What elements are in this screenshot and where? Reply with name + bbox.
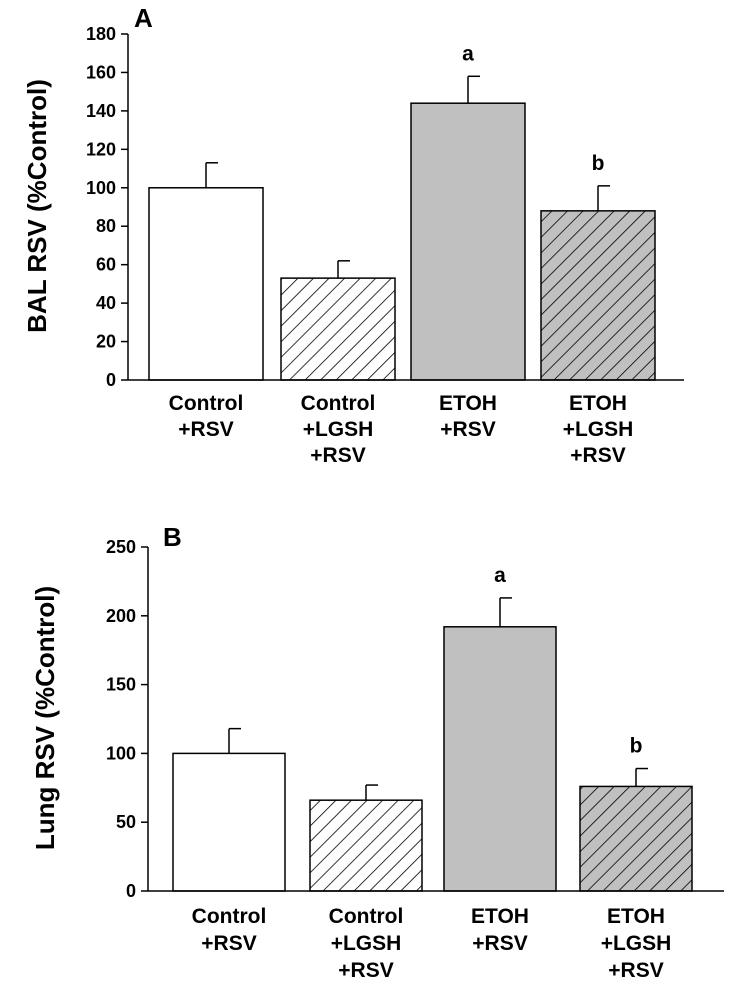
bar-1 [172,752,286,892]
x-tick-label: +LGSH [331,932,402,955]
y-tick-label: 0 [106,370,116,390]
y-tick-label: 180 [86,24,116,44]
x-tick-label: +RSV [201,932,256,955]
x-tick-label: Control [169,392,244,415]
x-tick-labels: Control +RSV Control +LGSH +RSV ETOH +RSV ETOH +… [169,392,634,467]
x-tick-label: +RSV [310,444,365,467]
y-tick-label: 0 [126,881,136,901]
x-tick-label: Control [301,392,376,415]
y-tick-label: 100 [106,743,136,763]
x-tick-label: +RSV [440,418,495,441]
panel-label: A [134,3,153,33]
y-ticks: 0 50 100 150 200 250 [106,537,148,901]
significance-label: b [630,735,643,758]
y-tick-label: 80 [96,216,116,236]
y-axis-label: Lung RSV (%Control) [30,586,60,850]
x-tick-label: ETOH [471,905,529,928]
y-tick-label: 250 [106,537,136,557]
x-tick-label: +LGSH [601,932,672,955]
x-tick-label: Control [192,905,267,928]
y-tick-label: 60 [96,255,116,275]
bar-4 [540,210,656,381]
x-tick-label: +RSV [570,444,625,467]
x-tick-label: +RSV [338,959,393,982]
significance-label: b [592,152,605,175]
bars-group [172,597,693,892]
x-tick-label: +RSV [608,959,663,982]
x-tick-label: ETOH [607,905,665,928]
y-ticks: 0 20 40 60 80 100 120 140 160 180 [86,24,128,390]
x-tick-label: +RSV [472,932,527,955]
bar-3 [410,102,526,381]
y-tick-label: 20 [96,332,116,352]
y-tick-label: 40 [96,293,116,313]
y-tick-label: 150 [106,675,136,695]
y-axis-label: BAL RSV (%Control) [22,79,52,333]
chart-panel-a: A BAL RSV (%Control) 0 20 40 60 80 100 120 140 1… [22,3,684,467]
significance-label: a [462,42,474,65]
y-tick-label: 120 [86,139,116,159]
bar-1 [148,187,264,381]
y-tick-label: 200 [106,606,136,626]
y-tick-label: 100 [86,178,116,198]
x-tick-label: ETOH [569,392,627,415]
chart-panel-b: B Lung RSV (%Control) 0 50 100 150 200 250 Co… [30,522,724,982]
significance-labels: ab [494,564,642,758]
panel-label: B [163,522,182,552]
x-tick-labels: Control +RSV Control +LGSH +RSV ETOH +RSV ETOH +… [192,905,672,982]
bar-2 [280,277,396,381]
y-tick-label: 140 [86,101,116,121]
bar-3 [443,626,557,892]
x-tick-label: Control [329,905,404,928]
significance-label: a [494,564,506,587]
x-tick-label: +LGSH [563,418,634,441]
x-tick-label: ETOH [439,392,497,415]
x-tick-label: +RSV [178,418,233,441]
bar-2 [309,799,423,892]
bar-4 [579,785,693,892]
significance-labels: ab [462,42,604,175]
x-tick-label: +LGSH [303,418,374,441]
bars-group [148,75,656,381]
y-tick-label: 50 [116,812,136,832]
y-tick-label: 160 [86,62,116,82]
